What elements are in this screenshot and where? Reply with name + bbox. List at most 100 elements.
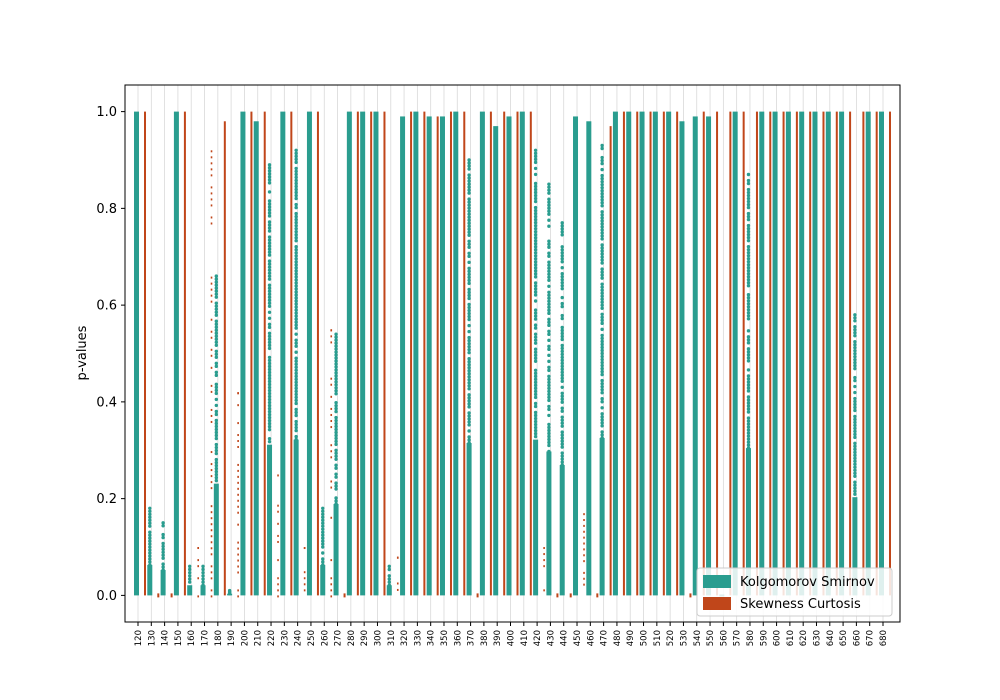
ks-point: [334, 335, 338, 339]
ks-point: [853, 414, 857, 419]
ks-point: [560, 334, 564, 339]
sc-point: [237, 469, 239, 472]
ks-point: [467, 381, 471, 385]
ks-point: [746, 374, 751, 378]
ks-point: [267, 253, 272, 257]
ks-point: [560, 364, 564, 369]
ks-point: [547, 443, 551, 448]
ks-point: [600, 213, 604, 217]
sc-point: [583, 548, 585, 551]
sc-column: [516, 111, 519, 596]
axis-layer: 0.0 0.2 0.4 0.6 0.8 1.0 120 130 140 150 160 170 180 1…: [96, 105, 889, 646]
ks-point: [467, 393, 471, 397]
ks-point: [467, 254, 471, 259]
sc-point: [210, 553, 213, 556]
ks-point: [294, 308, 298, 312]
ks-point: [547, 284, 551, 288]
ks-point: [533, 290, 538, 294]
ks-point: [547, 260, 551, 264]
ks-column: [666, 111, 672, 596]
ks-point: [600, 155, 604, 160]
sc-point: [330, 395, 333, 398]
ks-point: [533, 223, 538, 228]
ks-point: [214, 409, 219, 414]
ks-point: [600, 354, 604, 359]
ks-point: [746, 350, 751, 354]
ks-point: [267, 418, 272, 423]
ks-point: [600, 222, 604, 226]
ks-point: [533, 410, 538, 415]
ks-point: [746, 440, 751, 444]
ks-point: [600, 436, 604, 440]
ks-point: [294, 278, 298, 282]
ks-point: [746, 262, 751, 267]
ks-point: [853, 462, 857, 466]
sc-column: [356, 111, 359, 596]
ks-point: [560, 295, 564, 300]
x-tick-label: 320: [400, 630, 410, 646]
ks-point: [560, 391, 564, 395]
ks-point: [467, 350, 471, 355]
ks-column: [213, 483, 219, 596]
ks-point: [533, 148, 538, 153]
ks-point: [334, 356, 338, 360]
ks-point: [600, 297, 604, 301]
ks-point: [746, 341, 751, 345]
sc-point: [210, 156, 213, 159]
ks-point: [467, 396, 471, 400]
ks-point: [161, 562, 165, 566]
sc-point: [277, 504, 279, 507]
sc-column: [569, 593, 572, 598]
ks-point: [746, 187, 751, 192]
ks-point: [467, 311, 471, 316]
sc-column: [649, 111, 652, 596]
sc-point: [210, 529, 213, 532]
ks-point: [334, 499, 338, 503]
ks-point: [294, 220, 298, 225]
ks-column: [519, 111, 525, 596]
ks-point: [321, 542, 325, 546]
ks-point: [533, 236, 538, 240]
ks-point: [547, 278, 551, 282]
ks-point: [267, 223, 272, 227]
ks-point: [547, 449, 551, 454]
y-tick-label: 0.4: [96, 395, 117, 410]
ks-point: [600, 397, 604, 401]
ks-point: [334, 403, 338, 408]
ks-column: [825, 111, 831, 596]
ks-point: [600, 424, 604, 428]
sc-column: [144, 111, 146, 596]
ks-point: [334, 430, 338, 435]
ks-point: [467, 356, 471, 361]
sc-column: [383, 111, 386, 596]
sc-point: [237, 571, 239, 574]
ks-point: [214, 421, 219, 426]
ks-point: [746, 380, 751, 384]
ks-point: [600, 345, 604, 350]
ks-point: [560, 349, 564, 354]
ks-point: [467, 182, 471, 186]
ks-point: [294, 160, 298, 165]
ks-point: [387, 574, 391, 578]
y-axis-label: p-values: [75, 325, 90, 380]
ks-point: [853, 351, 857, 356]
ks-point: [267, 337, 272, 342]
ks-point: [746, 356, 751, 360]
sc-point: [303, 577, 306, 580]
sc-point: [210, 204, 213, 207]
ks-point: [533, 190, 538, 195]
sc-column: [157, 593, 160, 598]
ks-point: [600, 243, 604, 247]
ks-point: [294, 202, 298, 207]
ks-point: [214, 472, 219, 477]
ks-point: [853, 447, 857, 452]
ks-point: [600, 282, 604, 286]
x-tick-label: 180: [214, 630, 224, 646]
ks-point: [467, 224, 471, 228]
ks-column: [865, 111, 871, 596]
ks-point: [533, 428, 538, 433]
sc-column: [662, 111, 665, 596]
ks-point: [214, 325, 219, 329]
sc-point: [330, 341, 333, 344]
ks-column: [493, 126, 499, 596]
